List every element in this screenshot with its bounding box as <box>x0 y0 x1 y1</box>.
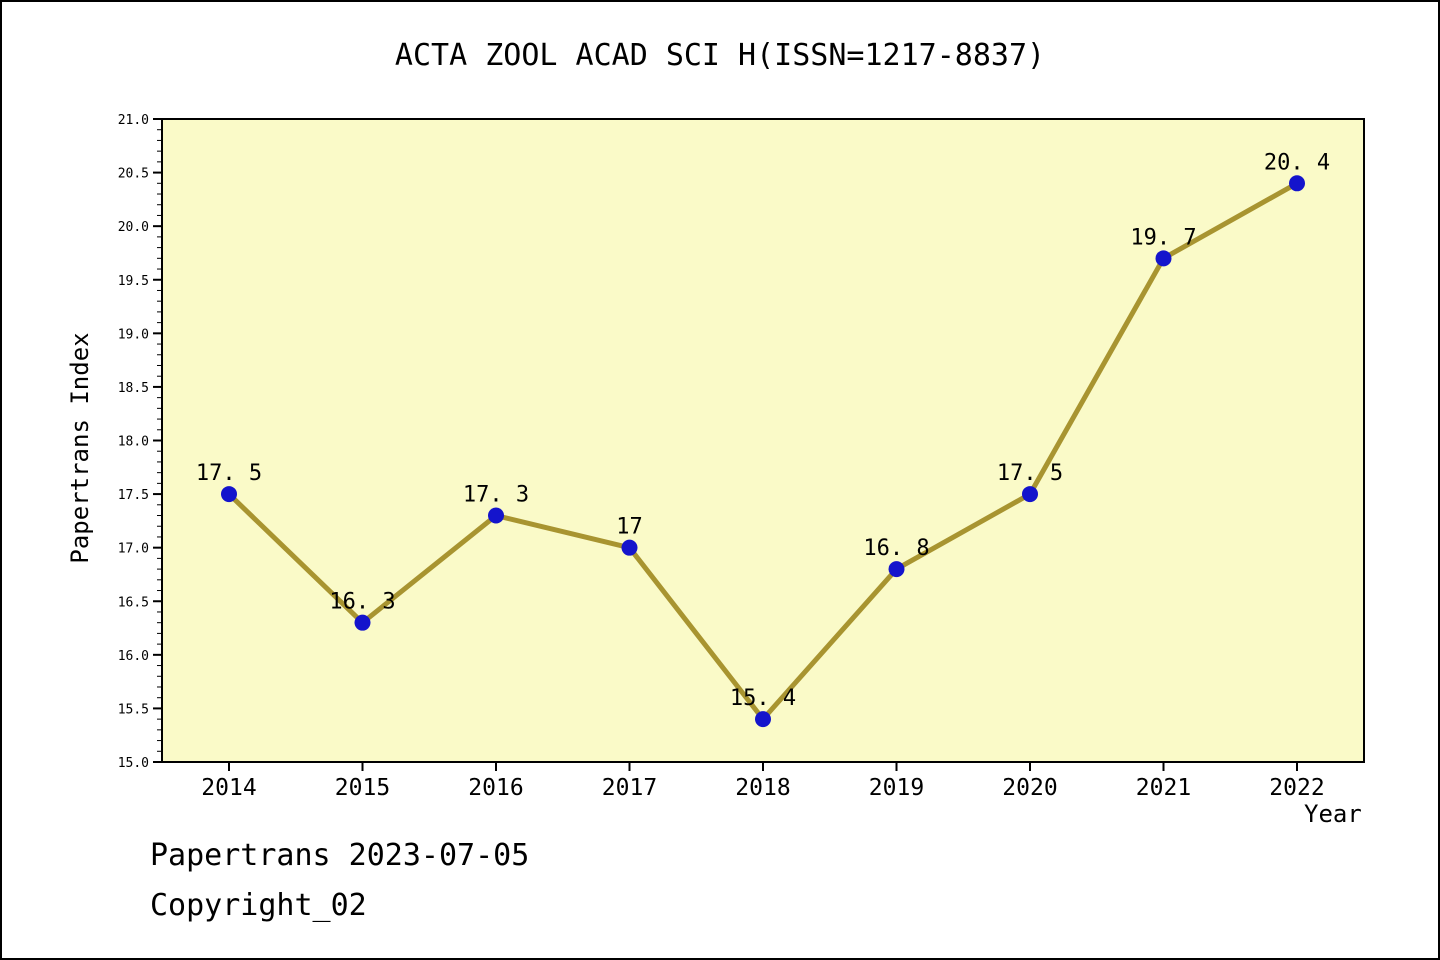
x-axis-label: Year <box>1304 800 1362 828</box>
x-tick-label: 2014 <box>201 775 256 801</box>
y-tick-label: 18.0 <box>118 435 149 450</box>
data-point <box>1155 250 1172 267</box>
point-label: 16. 3 <box>329 590 395 615</box>
data-point <box>1022 486 1038 503</box>
y-tick-label: 15.5 <box>118 702 149 717</box>
y-tick-label: 21.0 <box>118 113 149 128</box>
y-tick-label: 20.0 <box>118 220 149 235</box>
point-label: 16. 8 <box>863 536 929 561</box>
data-point <box>354 614 371 631</box>
x-tick-label: 2021 <box>1136 775 1191 801</box>
plot-area <box>162 119 1364 762</box>
footer-copyright: Copyright_02 <box>150 888 367 923</box>
footer-date: Papertrans 2023-07-05 <box>150 838 530 873</box>
x-tick-label: 2020 <box>1002 775 1057 801</box>
data-point <box>755 711 771 728</box>
point-label: 17. 5 <box>997 461 1063 486</box>
x-tick-label: 2019 <box>869 775 924 801</box>
y-tick-label: 15.0 <box>118 756 149 771</box>
y-tick-label: 19.5 <box>118 274 149 289</box>
x-tick-label: 2017 <box>602 775 657 801</box>
x-tick-label: 2015 <box>335 775 390 801</box>
data-point <box>1289 175 1305 192</box>
x-tick-label: 2018 <box>735 775 790 801</box>
data-point <box>621 539 638 556</box>
data-point <box>488 507 504 524</box>
point-label: 20. 4 <box>1264 150 1330 175</box>
point-label: 15. 4 <box>730 686 796 711</box>
point-label: 19. 7 <box>1130 225 1196 250</box>
data-point <box>221 486 237 503</box>
chart-title: ACTA ZOOL ACAD SCI H(ISSN=1217-8837) <box>394 38 1046 73</box>
point-label: 17 <box>616 515 643 540</box>
y-tick-label: 17.5 <box>118 488 149 503</box>
y-tick-label: 20.5 <box>118 167 149 182</box>
y-tick-label: 16.5 <box>118 595 149 610</box>
data-point <box>888 561 905 578</box>
plot-border <box>161 118 1365 763</box>
y-tick-label: 19.0 <box>118 327 149 342</box>
y-tick-label: 16.0 <box>118 649 149 664</box>
x-tick-label: 2016 <box>468 775 523 801</box>
point-label: 17. 5 <box>196 461 262 486</box>
x-tick-label: 2022 <box>1269 775 1324 801</box>
point-label: 17. 3 <box>463 483 529 508</box>
y-tick-label: 17.0 <box>118 542 149 557</box>
y-tick-label: 18.5 <box>118 381 149 396</box>
